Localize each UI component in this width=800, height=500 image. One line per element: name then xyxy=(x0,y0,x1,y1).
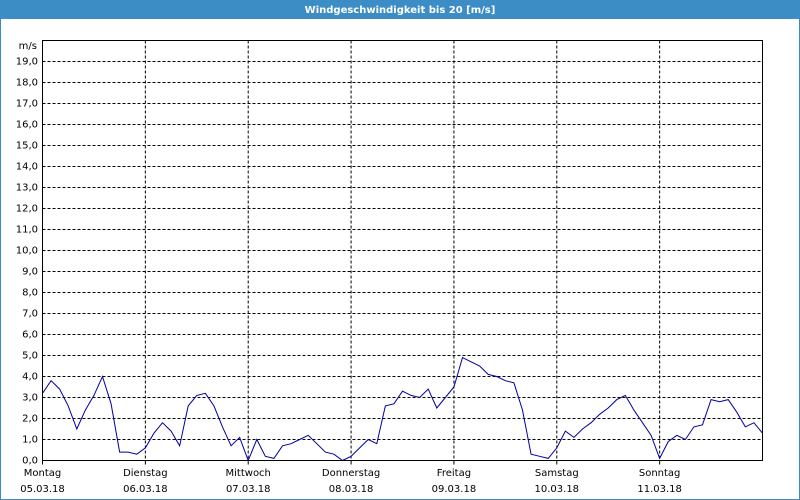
title-bar xyxy=(0,0,800,19)
chart-title: Windgeschwindigkeit bis 20 [m/s] xyxy=(305,5,496,16)
y-tick-label: 9,0 xyxy=(22,267,38,278)
x-tick-date: 11.03.18 xyxy=(637,484,682,495)
y-tick-label: 19,0 xyxy=(16,57,38,68)
x-tick-label: Donnerstag xyxy=(322,468,380,479)
y-tick-label: 7,0 xyxy=(22,309,38,320)
y-tick-label: 18,0 xyxy=(16,78,38,89)
y-tick-label: 14,0 xyxy=(16,162,38,173)
y-tick-label: 0,0 xyxy=(22,456,38,467)
x-tick-date: 05.03.18 xyxy=(20,484,65,495)
y-tick-label: 10,0 xyxy=(16,246,38,257)
y-axis-label: m/s xyxy=(19,41,37,52)
x-tick-date: 07.03.18 xyxy=(226,484,271,495)
x-tick-label: Montag xyxy=(24,468,61,479)
y-tick-label: 2,0 xyxy=(22,414,38,425)
x-tick-label: Freitag xyxy=(437,468,471,479)
x-tick-label: Dienstag xyxy=(123,468,168,479)
data-line xyxy=(42,356,763,462)
y-tick-label: 13,0 xyxy=(16,183,38,194)
y-tick-label: 4,0 xyxy=(22,372,38,383)
y-tick-label: 6,0 xyxy=(22,330,38,341)
x-tick-date: 08.03.18 xyxy=(329,484,374,495)
y-tick-label: 1,0 xyxy=(22,435,38,446)
x-tick-date: 10.03.18 xyxy=(535,484,580,495)
y-tick-label: 11,0 xyxy=(16,225,38,236)
x-tick-label: Samstag xyxy=(535,468,579,479)
x-tick-label: Sonntag xyxy=(639,468,681,479)
y-tick-label: 15,0 xyxy=(16,141,38,152)
x-tick-label: Mittwoch xyxy=(226,468,271,479)
y-tick-label: 5,0 xyxy=(22,351,38,362)
y-tick-label: 16,0 xyxy=(16,120,38,131)
x-tick-date: 06.03.18 xyxy=(123,484,168,495)
plot-frame xyxy=(42,40,763,461)
y-tick-label: 8,0 xyxy=(22,288,38,299)
x-tick-date: 09.03.18 xyxy=(432,484,477,495)
y-tick-label: 12,0 xyxy=(16,204,38,215)
y-tick-label: 3,0 xyxy=(22,393,38,404)
y-tick-label: 17,0 xyxy=(16,99,38,110)
